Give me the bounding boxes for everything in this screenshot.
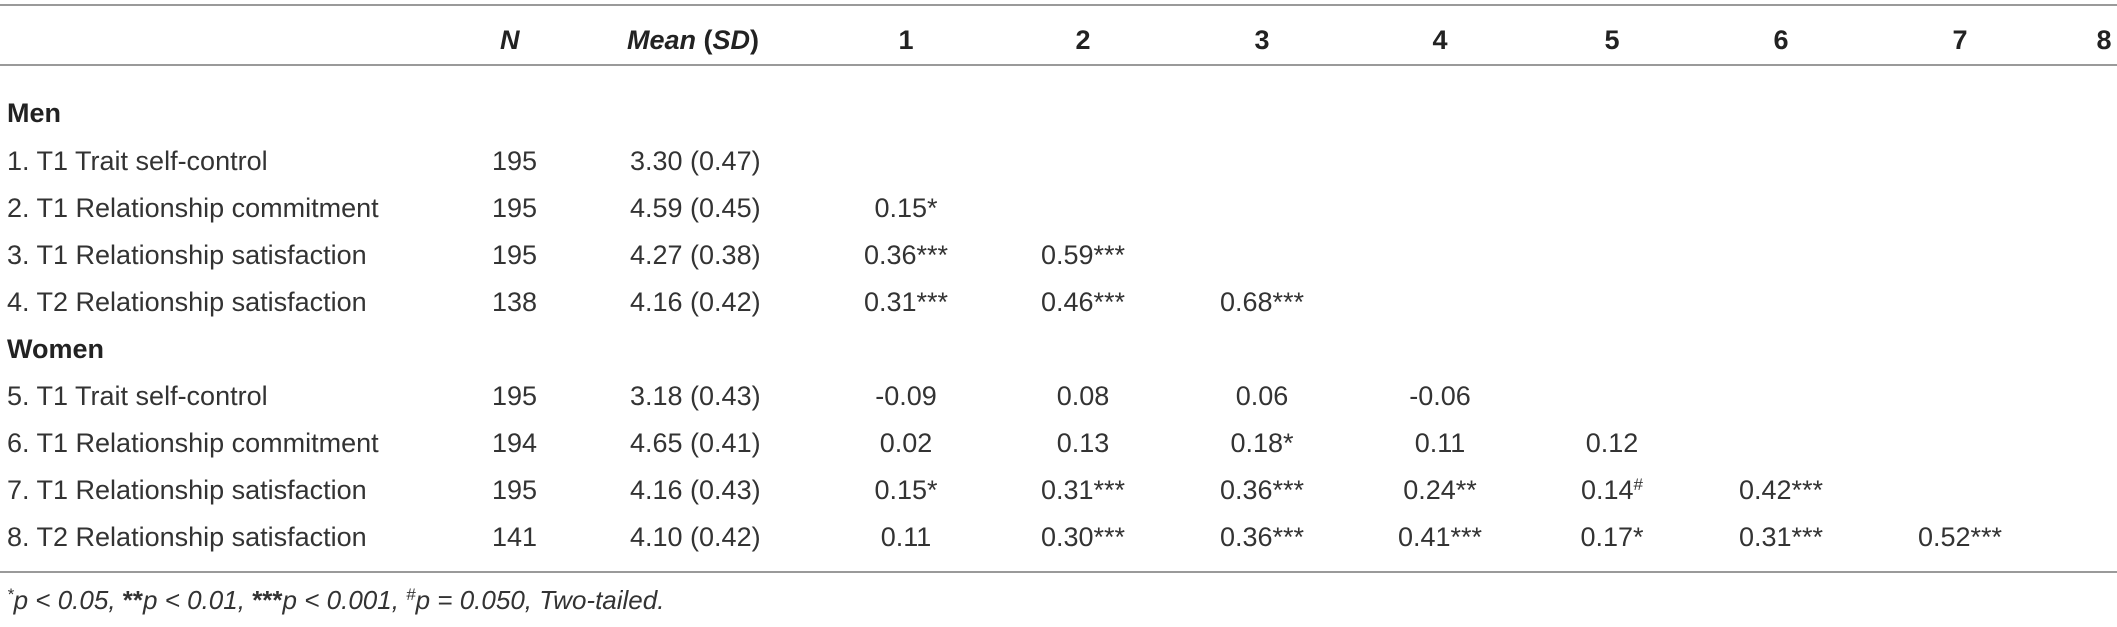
- correlation-cell: 0.31***: [1738, 522, 1824, 552]
- row-n: 195: [492, 193, 538, 223]
- correlation-cell: 0.36***: [1219, 522, 1305, 552]
- correlation-cell: 0.02: [879, 428, 933, 458]
- significance-stars: ***: [1791, 522, 1824, 552]
- row-label: 1. T1 Trait self-control: [7, 146, 268, 176]
- bottom-rule: [0, 571, 2117, 573]
- significance-stars: ***: [1272, 475, 1305, 505]
- header-n: N: [500, 25, 520, 55]
- significance-stars: ***: [1093, 240, 1126, 270]
- row-n: 141: [492, 522, 538, 552]
- correlation-cell: 0.36***: [863, 240, 949, 270]
- significance-stars: ***: [1450, 522, 1483, 552]
- significance-stars: *: [1633, 522, 1644, 552]
- correlation-cell: 0.12: [1585, 428, 1639, 458]
- column-header-6: 6: [1773, 25, 1789, 55]
- correlation-cell: 0.31***: [863, 287, 949, 317]
- column-header-7: 7: [1952, 25, 1968, 55]
- column-header-5: 5: [1604, 25, 1620, 55]
- significance-stars: *: [927, 193, 938, 223]
- row-mean-sd: 4.16 (0.43): [630, 475, 761, 505]
- correlation-cell: 0.11: [880, 522, 932, 552]
- row-mean-sd: 4.16 (0.42): [630, 287, 761, 317]
- row-label: 7. T1 Relationship satisfaction: [7, 475, 367, 505]
- row-n: 195: [492, 381, 538, 411]
- correlation-cell: 0.13: [1056, 428, 1110, 458]
- correlation-cell: -0.09: [875, 381, 937, 411]
- header-mean: Mean: [627, 25, 697, 55]
- row-mean-sd: 4.10 (0.42): [630, 522, 761, 552]
- correlation-cell: 0.59***: [1040, 240, 1126, 270]
- row-mean-sd: 3.30 (0.47): [630, 146, 761, 176]
- significance-stars: ***: [1970, 522, 2003, 552]
- significance-stars: *: [1283, 428, 1294, 458]
- column-header-8: 8: [2096, 25, 2112, 55]
- row-mean-sd: 4.27 (0.38): [630, 240, 761, 270]
- correlation-cell: 0.24**: [1403, 475, 1477, 505]
- row-n: 194: [492, 428, 538, 458]
- column-header-3: 3: [1254, 25, 1270, 55]
- significance-stars: **: [1455, 475, 1477, 505]
- significance-stars: ***: [1791, 475, 1824, 505]
- table-footnote: *p < 0.05, **p < 0.01, ***p < 0.001, #p …: [7, 585, 665, 615]
- correlation-cell: 0.17*: [1580, 522, 1644, 552]
- row-n: 195: [492, 146, 538, 176]
- row-label: 8. T2 Relationship satisfaction: [7, 522, 367, 552]
- significance-marker: #: [1633, 475, 1644, 494]
- row-mean-sd: 3.18 (0.43): [630, 381, 761, 411]
- column-header-4: 4: [1432, 25, 1448, 55]
- header-sd: SD: [712, 25, 751, 55]
- top-rule: [0, 4, 2117, 6]
- row-label: 4. T2 Relationship satisfaction: [7, 287, 367, 317]
- significance-stars: ***: [1272, 287, 1305, 317]
- row-n: 138: [492, 287, 538, 317]
- correlation-cell: 0.52***: [1917, 522, 2003, 552]
- row-mean-sd: 4.65 (0.41): [630, 428, 761, 458]
- row-n: 195: [492, 475, 538, 505]
- significance-stars: ***: [916, 287, 949, 317]
- correlation-cell: 0.41***: [1397, 522, 1483, 552]
- correlation-cell: 0.42***: [1738, 475, 1824, 505]
- row-label: 2. T1 Relationship commitment: [7, 193, 379, 223]
- column-header-2: 2: [1075, 25, 1091, 55]
- column-header-1: 1: [898, 25, 914, 55]
- significance-stars: *: [927, 475, 938, 505]
- correlation-cell: 0.11: [1414, 428, 1466, 458]
- row-label: 6. T1 Relationship commitment: [7, 428, 379, 458]
- row-n: 195: [492, 240, 538, 270]
- significance-stars: ***: [1093, 522, 1126, 552]
- header-mean-sd: Mean (SD): [627, 25, 760, 55]
- group-women: Women: [7, 334, 105, 364]
- correlation-cell: 0.14#: [1580, 475, 1644, 505]
- group-men: Men: [7, 98, 61, 128]
- correlation-cell: 0.18*: [1230, 428, 1294, 458]
- correlation-cell: 0.30***: [1040, 522, 1126, 552]
- significance-stars: ***: [1272, 522, 1305, 552]
- correlation-cell: 0.08: [1056, 381, 1110, 411]
- row-label: 3. T1 Relationship satisfaction: [7, 240, 367, 270]
- row-mean-sd: 4.59 (0.45): [630, 193, 761, 223]
- correlation-cell: 0.15*: [874, 193, 938, 223]
- correlation-cell: 0.06: [1235, 381, 1289, 411]
- correlation-cell: 0.46***: [1040, 287, 1126, 317]
- correlation-cell: 0.68***: [1219, 287, 1305, 317]
- correlation-cell: -0.06: [1409, 381, 1471, 411]
- header-rule: [0, 64, 2117, 66]
- significance-stars: ***: [916, 240, 949, 270]
- correlation-cell: 0.36***: [1219, 475, 1305, 505]
- correlation-cell: 0.15*: [874, 475, 938, 505]
- correlation-cell: 0.31***: [1040, 475, 1126, 505]
- row-label: 5. T1 Trait self-control: [7, 381, 268, 411]
- significance-stars: ***: [1093, 475, 1126, 505]
- significance-stars: ***: [1093, 287, 1126, 317]
